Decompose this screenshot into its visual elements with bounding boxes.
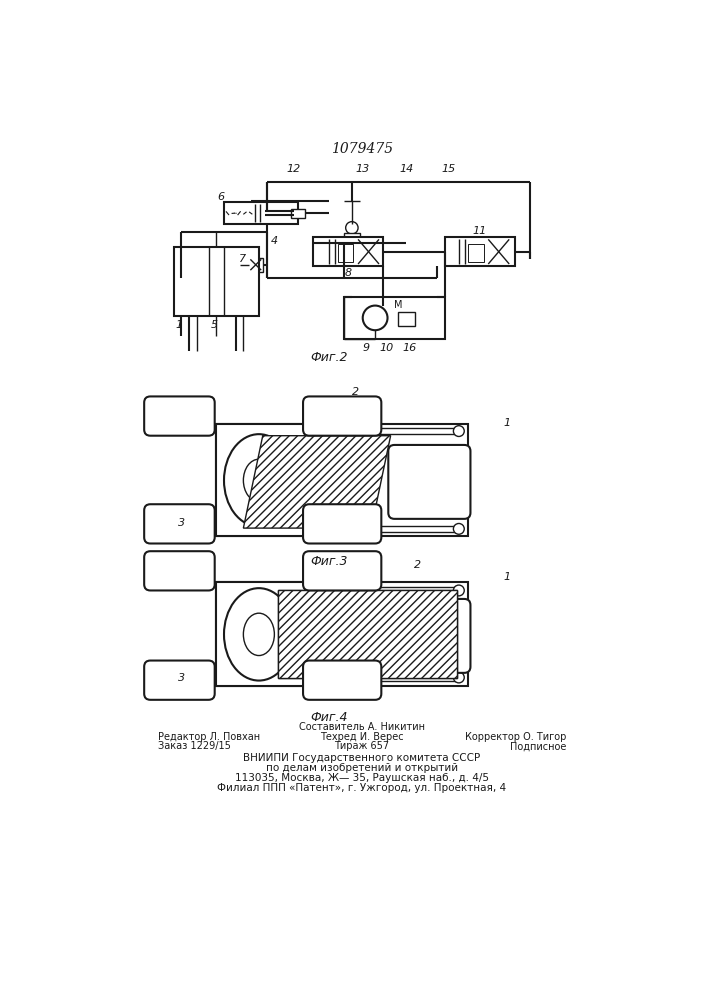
Text: Техред И. Верес: Техред И. Верес <box>320 732 404 742</box>
Text: 15: 15 <box>442 164 456 174</box>
Text: Фиг.3: Фиг.3 <box>310 555 347 568</box>
Circle shape <box>453 523 464 534</box>
Text: M: M <box>394 300 402 310</box>
Bar <box>216 424 468 536</box>
FancyBboxPatch shape <box>144 661 215 700</box>
Text: 13: 13 <box>356 164 370 174</box>
Bar <box>249 258 263 272</box>
Bar <box>216 424 305 536</box>
Text: 4: 4 <box>271 236 278 246</box>
Text: 1: 1 <box>503 572 510 582</box>
Circle shape <box>453 585 464 596</box>
Bar <box>216 582 468 686</box>
FancyBboxPatch shape <box>144 551 215 590</box>
Text: 12: 12 <box>286 164 301 174</box>
Text: 2: 2 <box>414 560 421 570</box>
FancyBboxPatch shape <box>303 551 381 590</box>
Text: 11: 11 <box>472 226 487 235</box>
Text: Фиг.2: Фиг.2 <box>310 351 347 364</box>
Bar <box>224 202 298 224</box>
FancyBboxPatch shape <box>144 396 215 436</box>
Bar <box>344 297 445 339</box>
Bar <box>216 587 457 594</box>
Bar <box>279 590 457 678</box>
Text: 9: 9 <box>362 343 369 353</box>
Circle shape <box>363 306 387 330</box>
Ellipse shape <box>224 588 293 681</box>
Text: 1: 1 <box>175 320 182 330</box>
Text: 1: 1 <box>503 418 510 428</box>
Text: 113035, Москва, Ж— 35, Раушская наб., д. 4/5: 113035, Москва, Ж— 35, Раушская наб., д.… <box>235 773 489 783</box>
Text: 3: 3 <box>178 673 185 683</box>
Text: 3: 3 <box>178 518 185 528</box>
Text: Подписное: Подписное <box>510 741 566 751</box>
Text: 10: 10 <box>380 343 394 353</box>
Bar <box>216 674 457 681</box>
Bar <box>313 237 383 266</box>
Text: Заказ 1229/15: Заказ 1229/15 <box>158 741 231 751</box>
Bar <box>216 582 305 686</box>
Text: Фиг.4: Фиг.4 <box>310 711 347 724</box>
Text: по делам изобретений и открытий: по делам изобретений и открытий <box>266 763 458 773</box>
Ellipse shape <box>224 434 293 527</box>
FancyBboxPatch shape <box>388 445 470 519</box>
FancyBboxPatch shape <box>303 504 381 544</box>
Text: Филиал ППП «Патент», г. Ужгород, ул. Проектная, 4: Филиал ППП «Патент», г. Ужгород, ул. Про… <box>217 783 506 793</box>
Circle shape <box>453 672 464 683</box>
Text: 6: 6 <box>217 192 224 202</box>
Bar <box>445 237 515 266</box>
Circle shape <box>453 426 464 436</box>
Text: 14: 14 <box>399 164 414 174</box>
Bar <box>216 526 457 532</box>
Bar <box>216 428 457 434</box>
Text: Составитель А. Никитин: Составитель А. Никитин <box>299 722 425 732</box>
Ellipse shape <box>243 613 274 656</box>
Text: 16: 16 <box>403 343 417 353</box>
Text: Тираж 657: Тираж 657 <box>334 741 390 751</box>
Text: 7: 7 <box>240 254 247 264</box>
Ellipse shape <box>243 459 274 502</box>
Bar <box>468 244 484 262</box>
Text: ВНИИПИ Государственного комитета СССР: ВНИИПИ Государственного комитета СССР <box>243 753 481 763</box>
Polygon shape <box>279 590 457 678</box>
Bar <box>344 233 360 239</box>
Bar <box>291 209 305 218</box>
Text: Редактор Л. Повхан: Редактор Л. Повхан <box>158 732 260 742</box>
Text: 5: 5 <box>211 320 218 330</box>
Text: 8: 8 <box>344 268 351 278</box>
FancyBboxPatch shape <box>303 661 381 700</box>
FancyBboxPatch shape <box>144 504 215 544</box>
Bar <box>174 247 259 316</box>
Bar <box>338 244 354 262</box>
Bar <box>398 312 416 326</box>
FancyBboxPatch shape <box>388 599 470 673</box>
Circle shape <box>346 222 358 234</box>
Text: Корректор О. Тигор: Корректор О. Тигор <box>465 732 566 742</box>
FancyBboxPatch shape <box>303 396 381 436</box>
Text: 2: 2 <box>352 387 359 397</box>
Polygon shape <box>243 436 391 528</box>
Text: 1079475: 1079475 <box>331 142 393 156</box>
